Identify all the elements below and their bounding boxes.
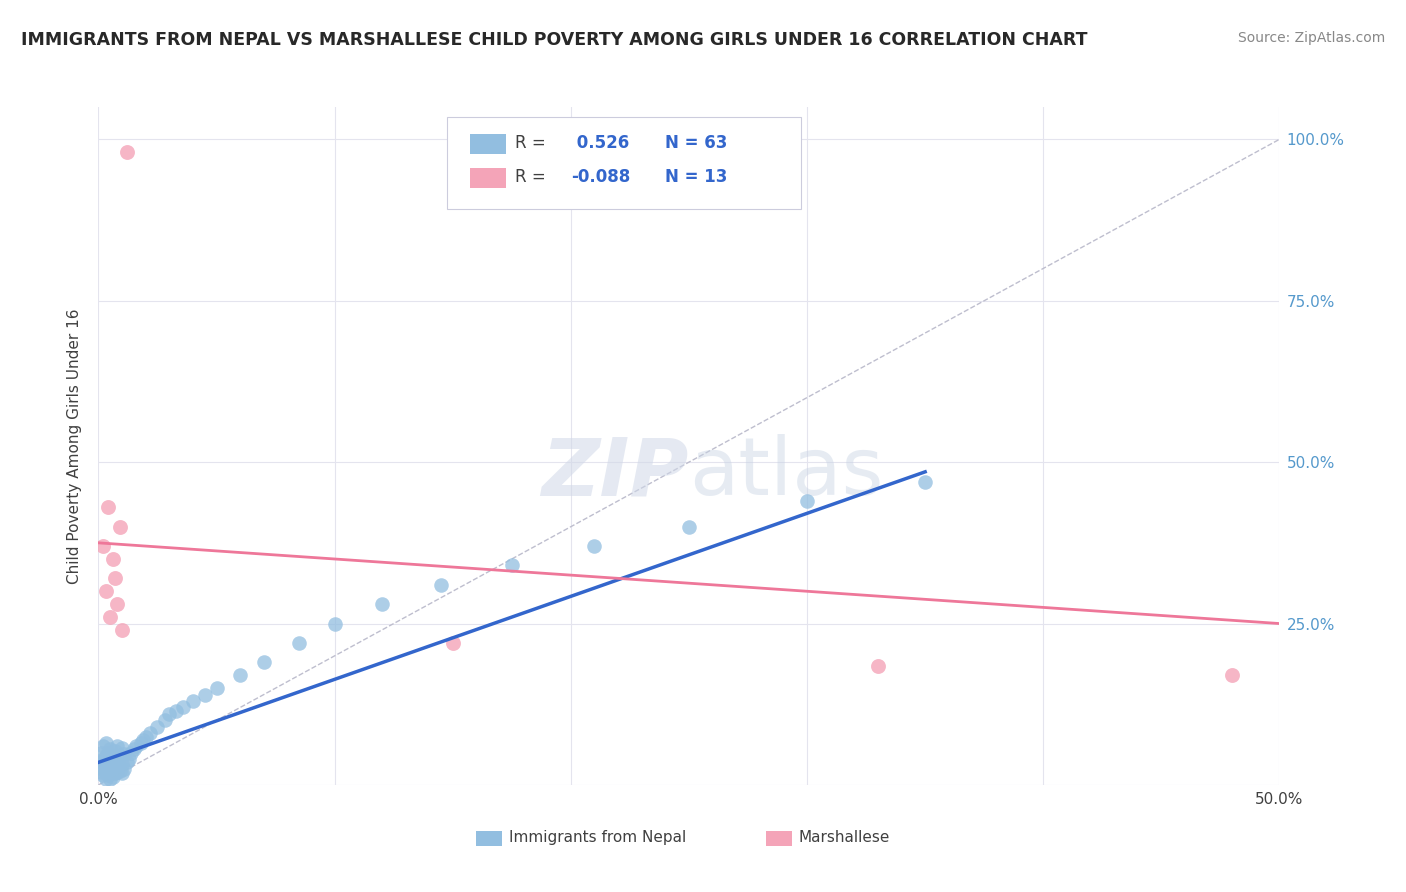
Text: Marshallese: Marshallese	[799, 830, 890, 846]
Point	[157, 706, 180, 721]
Point	[129, 736, 152, 750]
Point	[796, 494, 818, 508]
Point	[288, 636, 311, 650]
Point	[122, 742, 145, 756]
FancyBboxPatch shape	[447, 117, 801, 209]
Point	[91, 752, 114, 766]
Point	[101, 751, 124, 765]
Point	[97, 768, 120, 782]
Text: 0.526: 0.526	[571, 134, 628, 152]
Point	[104, 744, 127, 758]
Point	[108, 519, 131, 533]
Point	[115, 145, 138, 160]
Bar	[471, 168, 506, 188]
Point	[94, 748, 117, 763]
Point	[678, 519, 700, 533]
Point	[115, 756, 138, 770]
Point	[111, 623, 134, 637]
Point	[101, 762, 124, 776]
Bar	[766, 831, 792, 846]
Point	[101, 552, 124, 566]
Point	[104, 571, 127, 585]
Point	[91, 762, 114, 776]
Point	[91, 739, 114, 754]
Text: R =: R =	[516, 168, 551, 186]
Point	[118, 752, 141, 766]
Bar	[471, 134, 506, 154]
Text: Immigrants from Nepal: Immigrants from Nepal	[509, 830, 686, 846]
Point	[105, 739, 128, 754]
Point	[323, 616, 346, 631]
Point	[98, 610, 121, 624]
Y-axis label: Child Poverty Among Girls Under 16: Child Poverty Among Girls Under 16	[66, 309, 82, 583]
Point	[104, 766, 127, 780]
Text: N = 13: N = 13	[665, 168, 728, 186]
Text: N = 63: N = 63	[665, 134, 728, 152]
Point	[441, 636, 464, 650]
Point	[501, 558, 523, 573]
Point	[111, 757, 134, 772]
Point	[371, 597, 394, 611]
Point	[105, 597, 128, 611]
Point	[111, 740, 134, 755]
Bar	[477, 831, 502, 846]
Point	[98, 764, 121, 778]
Point	[105, 765, 128, 780]
Point	[229, 668, 252, 682]
Text: Source: ZipAtlas.com: Source: ZipAtlas.com	[1237, 31, 1385, 45]
Point	[108, 764, 131, 778]
Point	[97, 500, 120, 515]
Point	[104, 758, 127, 772]
Point	[125, 739, 148, 754]
Point	[132, 732, 155, 747]
Point	[181, 694, 204, 708]
Point	[253, 655, 276, 669]
Point	[165, 704, 187, 718]
Point	[111, 766, 134, 780]
Point	[98, 756, 121, 770]
Text: -0.088: -0.088	[571, 168, 630, 186]
Point	[97, 760, 120, 774]
Point	[90, 756, 112, 770]
Text: IMMIGRANTS FROM NEPAL VS MARSHALLESE CHILD POVERTY AMONG GIRLS UNDER 16 CORRELAT: IMMIGRANTS FROM NEPAL VS MARSHALLESE CHI…	[21, 31, 1088, 49]
Point	[91, 539, 114, 553]
Point	[135, 730, 157, 744]
Point	[94, 772, 117, 786]
Point	[98, 772, 121, 786]
Point	[194, 688, 217, 702]
Point	[94, 758, 117, 772]
Point	[430, 578, 453, 592]
Point	[112, 762, 135, 776]
Point	[146, 720, 169, 734]
Point	[112, 747, 135, 761]
Point	[172, 700, 194, 714]
Text: R =: R =	[516, 134, 551, 152]
Text: ZIP: ZIP	[541, 434, 689, 512]
Point	[153, 714, 176, 728]
Point	[94, 736, 117, 750]
Point	[205, 681, 228, 695]
Point	[90, 746, 112, 760]
Point	[914, 475, 936, 489]
Point	[121, 746, 143, 760]
Point	[98, 742, 121, 756]
Point	[105, 756, 128, 770]
Point	[90, 765, 112, 780]
Point	[94, 584, 117, 599]
Point	[866, 658, 889, 673]
Point	[97, 746, 120, 760]
Point	[1220, 668, 1243, 682]
Point	[101, 770, 124, 784]
Point	[91, 768, 114, 782]
Point	[94, 765, 117, 780]
Point	[108, 748, 131, 763]
Point	[139, 726, 162, 740]
Text: atlas: atlas	[689, 434, 883, 512]
Point	[583, 539, 606, 553]
